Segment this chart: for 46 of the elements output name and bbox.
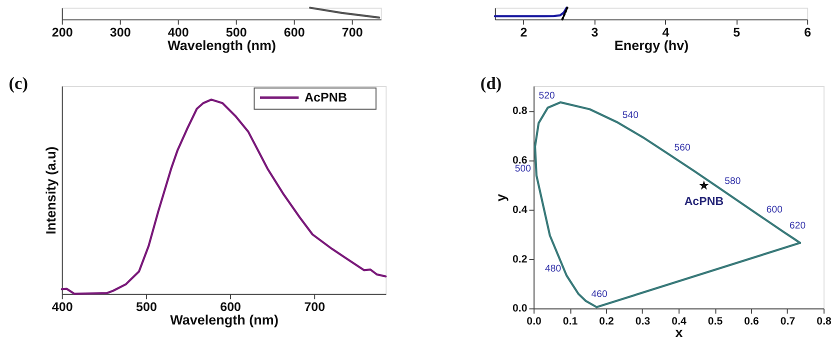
x-tick-label: 0.3 bbox=[635, 315, 650, 328]
annotation: 480 bbox=[544, 264, 562, 275]
x-tick-label: 600 bbox=[284, 25, 305, 40]
x-tick-label: 0.4 bbox=[672, 315, 687, 328]
x-axis-title: Wavelength (nm) bbox=[170, 312, 278, 328]
x-tick-label: 3 bbox=[591, 25, 598, 40]
x-tick-label: 5 bbox=[733, 25, 740, 40]
x-tick-label: 0.0 bbox=[526, 315, 542, 328]
annotation: 620 bbox=[790, 220, 806, 232]
annotation: 460 bbox=[591, 289, 608, 300]
x-tick-label: 2 bbox=[520, 25, 528, 40]
x-tick-label: 0.8 bbox=[816, 315, 832, 328]
x-axis-title: Energy (hv) bbox=[614, 38, 689, 53]
x-tick-label: 300 bbox=[110, 25, 131, 40]
x-tick-label: 0.2 bbox=[599, 315, 614, 328]
x-tick-label: 6 bbox=[804, 25, 812, 40]
x-tick-label: 0.7 bbox=[780, 315, 796, 328]
annotation: 500 bbox=[514, 164, 532, 175]
x-tick-label: 0.5 bbox=[708, 315, 723, 328]
x-tick-label: 400 bbox=[52, 300, 73, 314]
y-axis-title: y bbox=[494, 193, 509, 202]
y-tick-label: 0.8 bbox=[512, 105, 528, 118]
x-axis-title: Wavelength (nm) bbox=[168, 38, 276, 53]
x-tick-label: 500 bbox=[136, 300, 157, 314]
x-tick-label: 0.1 bbox=[562, 315, 578, 328]
x-tick-label: 700 bbox=[342, 25, 363, 40]
x-tick-label: 4 bbox=[662, 25, 670, 40]
annotation: 520 bbox=[538, 90, 555, 102]
series-label: AcPNB bbox=[684, 196, 724, 208]
y-axis-title: Intensity (a.u) bbox=[44, 146, 59, 234]
annotation: 600 bbox=[766, 204, 782, 216]
annotation: 540 bbox=[622, 110, 639, 122]
legend-label: AcPNB bbox=[304, 90, 348, 105]
y-tick-label: 0.2 bbox=[512, 253, 528, 266]
annotation: 580 bbox=[724, 176, 741, 188]
x-tick-label: 600 bbox=[220, 300, 242, 314]
text: (c) bbox=[8, 74, 28, 93]
x-axis-title: x bbox=[675, 324, 684, 340]
annotation: 560 bbox=[674, 142, 690, 154]
x-tick-label: 0.6 bbox=[744, 315, 760, 328]
x-tick-label: 200 bbox=[52, 25, 73, 40]
x-tick-label: 700 bbox=[304, 300, 326, 314]
x-tick-label: 400 bbox=[168, 25, 189, 40]
y-tick-label: 0.4 bbox=[512, 204, 528, 216]
x-tick-label: 500 bbox=[226, 25, 247, 40]
text: (d) bbox=[480, 74, 502, 93]
